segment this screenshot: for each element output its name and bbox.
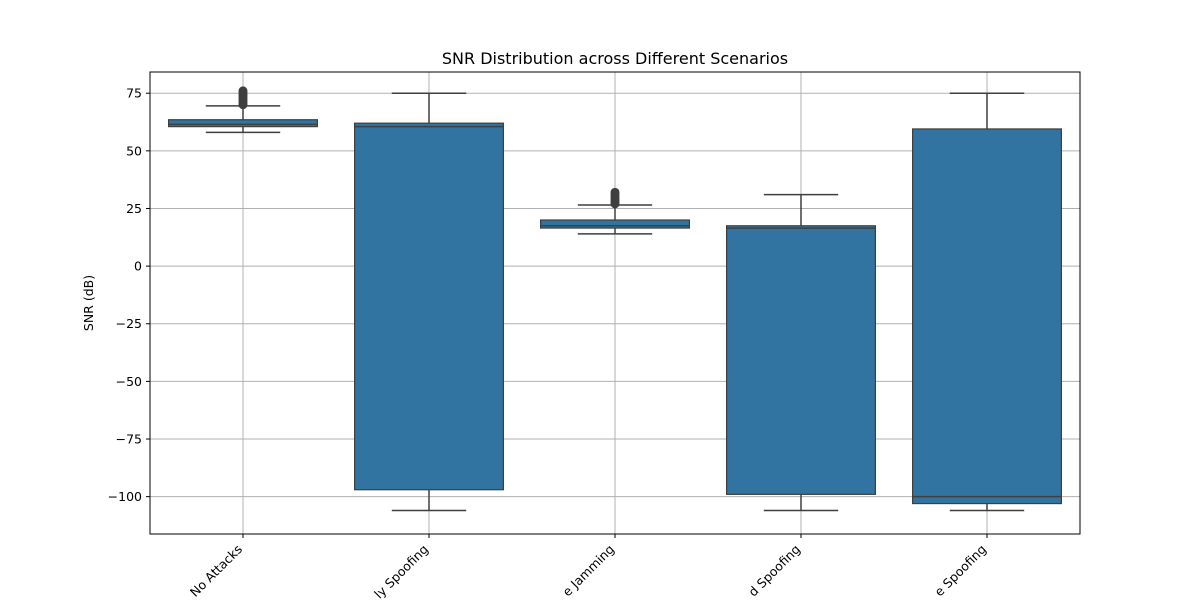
x-tick-label: No Attacks (187, 542, 245, 600)
x-axis: No Attacks ly Spoofing e Jamming d Spoofing… (187, 534, 989, 600)
box-body (725, 225, 876, 495)
y-tick-label: −50 (116, 374, 142, 389)
y-tick-label: 25 (126, 201, 142, 216)
y-tick-label: −100 (108, 489, 142, 504)
y-tick-label: 50 (126, 143, 142, 158)
x-tick-label: e Spoofing (931, 542, 989, 600)
x-tick-label: d Spoofing (745, 542, 803, 600)
x-tick-label: e Jamming (559, 542, 617, 600)
box-item (354, 92, 505, 512)
box-item (725, 193, 876, 512)
box-item (539, 187, 690, 235)
y-tick-label: −75 (116, 432, 142, 447)
outlier-point (610, 187, 620, 197)
box-body (539, 219, 690, 229)
box-body (168, 119, 319, 128)
box-item (911, 92, 1062, 512)
box-item (168, 86, 319, 134)
chart-title: SNR Distribution across Different Scenar… (442, 49, 788, 68)
y-axis-label: SNR (dB) (81, 275, 96, 331)
y-tick-label: 75 (126, 86, 142, 101)
y-tick-label: 0 (134, 259, 142, 274)
x-tick-label: ly Spoofing (371, 542, 431, 600)
box-series (168, 86, 1062, 512)
y-axis: 75 50 25 0 −25 −50 −75 −100 (108, 86, 150, 504)
box-body (354, 122, 505, 491)
outlier-point (238, 86, 248, 96)
y-tick-label: −25 (116, 316, 142, 331)
box-body (911, 128, 1062, 505)
